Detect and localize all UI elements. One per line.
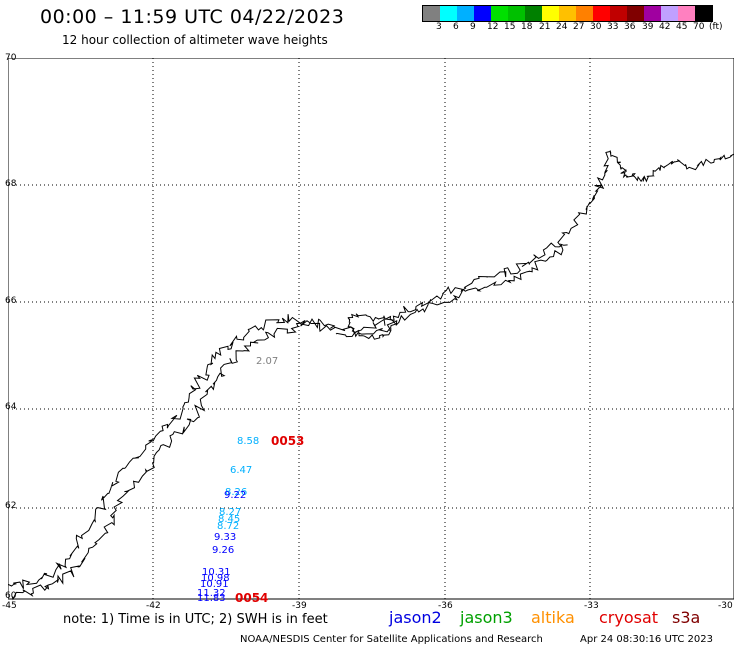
legend-swatch [525, 6, 542, 21]
longitude-label: -33 [584, 601, 599, 611]
legend-swatch [559, 6, 576, 21]
legend-tick-label: 27 [573, 22, 585, 32]
wave-height-label: 11.32 [197, 588, 226, 599]
coastline-path [11, 151, 611, 601]
legend-tick-label: 18 [521, 22, 533, 32]
legend-tick-label: 45 [676, 22, 688, 32]
legend-swatch [491, 6, 508, 21]
legend-swatch [627, 6, 644, 21]
legend-tick-label: 3 [436, 22, 442, 32]
latitude-label: 62 [5, 501, 17, 511]
credit-line: NOAA/NESDIS Center for Satellite Applica… [240, 634, 543, 645]
map-frame [8, 58, 734, 600]
legend-swatch [661, 6, 678, 21]
pass-time-label: 0054 [235, 591, 269, 605]
satellite-jason3: jason3 [460, 608, 513, 627]
wave-height-label: 10.98 [201, 573, 230, 584]
legend-tick-label: 12 [487, 22, 499, 32]
generated-timestamp: Apr 24 08:30:16 UTC 2023 [580, 634, 713, 645]
map-title: 00:00 – 11:59 UTC 04/22/2023 [40, 6, 345, 28]
legend-tick-label: 21 [539, 22, 551, 32]
legend-tick-label: 39 [642, 22, 654, 32]
longitude-label: -45 [2, 601, 17, 611]
longitude-label: -39 [292, 601, 307, 611]
legend-tick-label: 70 [693, 22, 705, 32]
wave-height-label: 8.26 [225, 487, 248, 498]
wave-height-label: 9.26 [212, 545, 235, 556]
greenland-coastline [8, 150, 734, 601]
coastline-path [8, 314, 336, 589]
coastline-path [609, 150, 734, 183]
latitude-label: 64 [5, 402, 17, 412]
legend-tick-label: 6 [453, 22, 459, 32]
legend-tick-label: 24 [556, 22, 568, 32]
wave-height-label: 8.72 [217, 521, 240, 532]
satellite-cryosat: cryosat [599, 608, 659, 627]
longitude-label: -42 [146, 601, 161, 611]
legend-swatch [593, 6, 610, 21]
legend-tick-label: 15 [504, 22, 516, 32]
map-subtitle: 12 hour collection of altimeter wave hei… [62, 33, 328, 47]
wave-height-label: 10.91 [200, 579, 229, 590]
legend-tick-label: 33 [607, 22, 619, 32]
longitude-label: -36 [438, 601, 453, 611]
latitude-label: 66 [5, 296, 17, 306]
legend-swatch [644, 6, 661, 21]
legend-swatch [423, 6, 440, 21]
wave-height-label: 8.58 [237, 436, 260, 447]
latitude-label: 68 [5, 179, 17, 189]
wave-height-label: 6.47 [230, 465, 253, 476]
legend-swatch [678, 6, 695, 21]
wave-height-label: 8.45 [218, 514, 241, 525]
legend-swatch [542, 6, 559, 21]
island-outline [347, 313, 398, 340]
legend-swatch [695, 6, 712, 21]
wave-height-label: 11.83 [197, 593, 226, 604]
units-note: note: 1) Time is in UTC; 2) SWH is in fe… [63, 612, 328, 627]
legend-swatch [457, 6, 474, 21]
wave-height-label: 9.22 [224, 490, 247, 501]
graticule-grid [8, 58, 734, 599]
latitude-label: 60 [5, 591, 17, 601]
legend-tick-label: (ft) [709, 22, 723, 32]
color-scale-legend [422, 5, 713, 22]
wave-height-label: 9.33 [214, 532, 237, 543]
legend-tick-label: 30 [590, 22, 602, 32]
legend-swatch [610, 6, 627, 21]
satellite-altika: altika [531, 608, 575, 627]
legend-swatch [576, 6, 593, 21]
coastline-path [335, 243, 568, 338]
satellite-jason2: jason2 [389, 608, 442, 627]
wave-height-label: 10.31 [202, 567, 231, 578]
wave-height-label: 2.07 [256, 356, 279, 367]
satellite-s3a: s3a [672, 608, 701, 627]
pass-time-label: 0053 [271, 434, 305, 448]
legend-swatch [474, 6, 491, 21]
wave-height-map [8, 58, 734, 601]
legend-swatch [508, 6, 525, 21]
legend-tick-label: 42 [659, 22, 671, 32]
legend-tick-label: 9 [470, 22, 476, 32]
longitude-label: -30 [718, 601, 733, 611]
legend-swatch [440, 6, 457, 21]
legend-tick-label: 36 [624, 22, 636, 32]
latitude-label: 70 [5, 53, 17, 63]
wave-height-label: 8.27 [219, 507, 242, 518]
